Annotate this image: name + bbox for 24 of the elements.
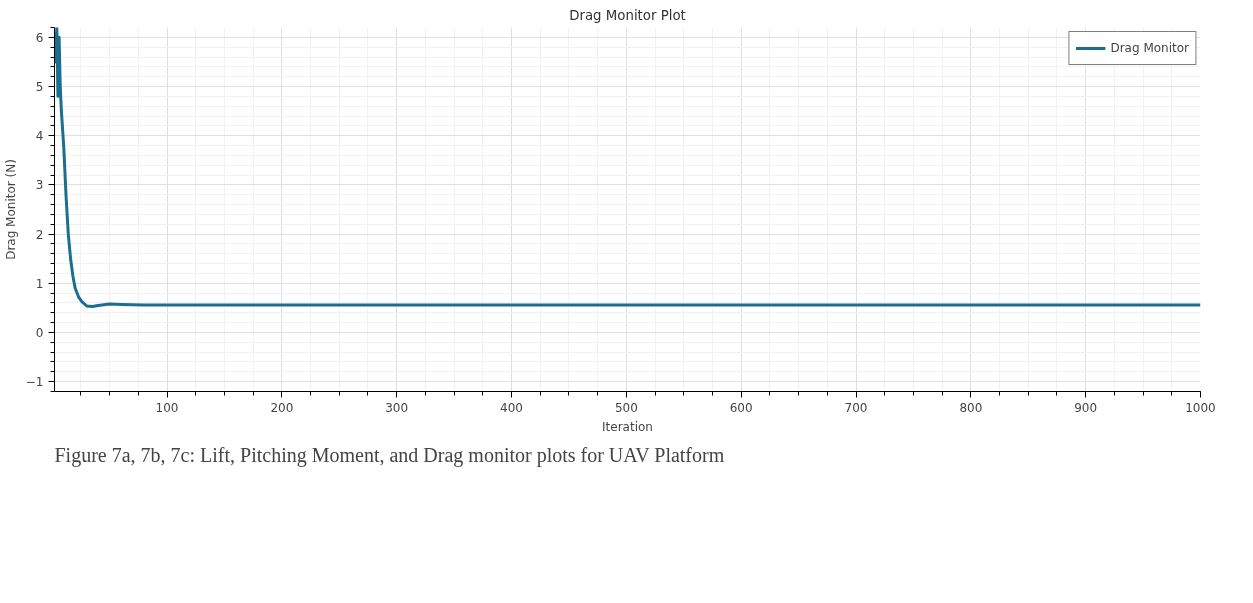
y-tick-label: 5 <box>35 80 44 95</box>
y-tick-label: 1 <box>35 276 44 291</box>
y-tick-label: 2 <box>35 227 44 242</box>
y-tick-label: −1 <box>25 375 44 390</box>
caption: Figure 7a, 7b, 7c: Lift, Pitching Moment, and Drag monitor plots for UAV Platform <box>54 443 725 467</box>
y-tick-label: 6 <box>35 30 44 45</box>
x-tick-label: 1000 <box>1185 400 1216 415</box>
x-tick-label: 200 <box>270 400 294 415</box>
y-tick-label: 0 <box>35 325 44 340</box>
x-tick-label: 300 <box>385 400 409 415</box>
line-series <box>54 27 1201 308</box>
x-tick-label: 400 <box>500 400 523 415</box>
x-axis-title: Iteration <box>602 419 653 434</box>
x-tick-label: 900 <box>1074 400 1098 415</box>
x-tick-label: 700 <box>844 400 868 415</box>
y-tick-label: 4 <box>35 129 44 144</box>
x-tick-label: 800 <box>959 400 983 415</box>
legend-label: Drag Monitor <box>1110 41 1189 55</box>
x-tick-label: 600 <box>729 400 753 415</box>
y-tick-label: 3 <box>35 178 44 193</box>
x-tick-label: 100 <box>155 400 179 415</box>
y-axis-title: Drag Monitor (N) <box>3 159 18 260</box>
chart-title: Drag Monitor Plot <box>569 7 686 23</box>
x-tick-label: 500 <box>614 400 638 415</box>
